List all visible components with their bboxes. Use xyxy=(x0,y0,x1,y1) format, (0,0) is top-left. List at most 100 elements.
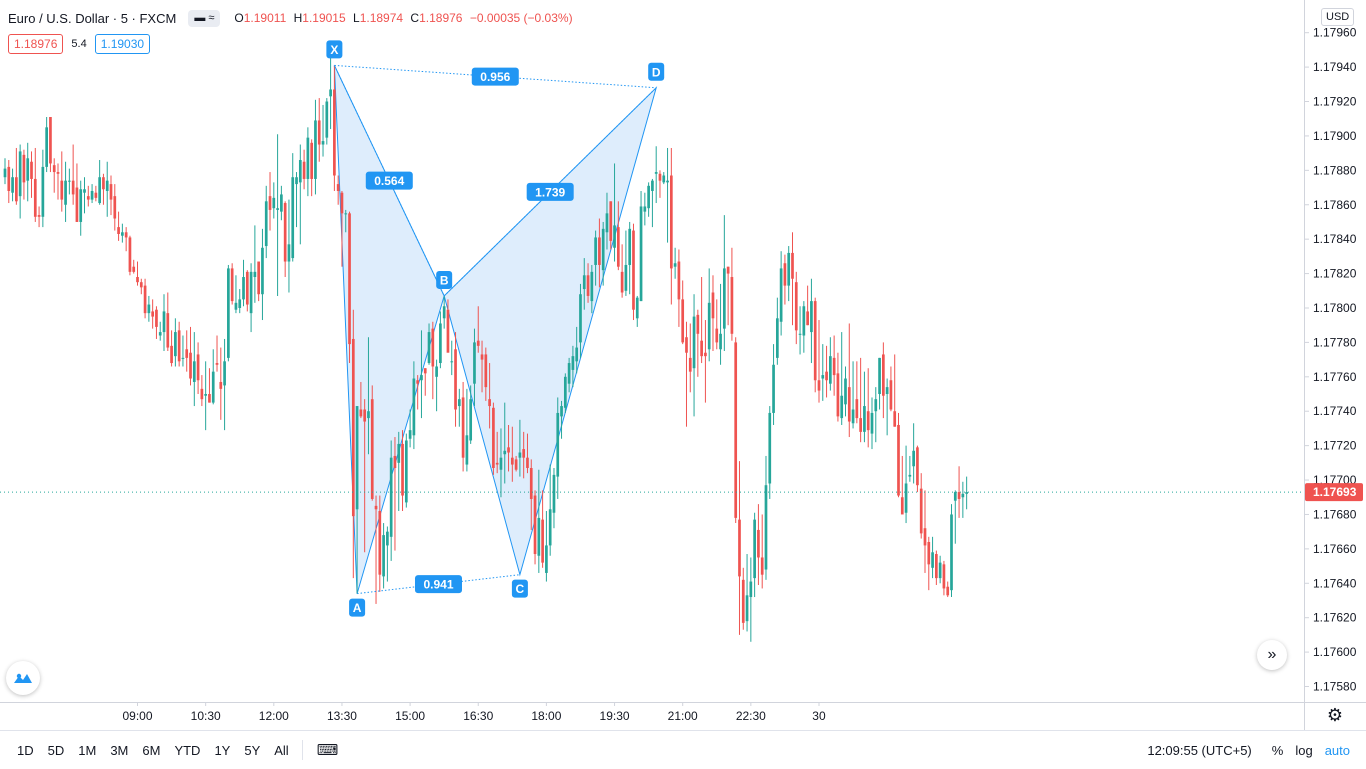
candle-body xyxy=(423,368,427,374)
candle-body xyxy=(575,347,579,362)
buy-price-button[interactable]: 1.19030 xyxy=(94,34,151,54)
candle-body xyxy=(102,177,105,190)
candle-body xyxy=(522,449,526,458)
price-chart[interactable]: 1.17960 1.17940 1.17920 1.17900 1.17880 1.178… xyxy=(0,0,1366,730)
go-to-date-icon[interactable]: ⌨ xyxy=(316,742,339,759)
candle-body xyxy=(571,356,575,370)
candle-body xyxy=(772,364,775,413)
price-tick-label: 1.17580 xyxy=(1313,680,1357,694)
pattern-point-b[interactable] xyxy=(436,270,453,289)
pattern-point-a[interactable] xyxy=(349,598,366,617)
pattern-point-c[interactable] xyxy=(511,579,528,598)
candle-body xyxy=(692,316,696,369)
ratio-label-box[interactable] xyxy=(526,182,574,201)
candle-body xyxy=(794,282,798,331)
legend-toggle-buttons[interactable]: ▬ ≈ xyxy=(188,9,221,27)
candle-body xyxy=(272,197,276,209)
candle-body xyxy=(647,185,650,209)
candle-body xyxy=(560,406,563,417)
pattern-point-d[interactable] xyxy=(648,62,665,81)
range-button-1d[interactable]: 1D xyxy=(17,742,34,758)
candle-body xyxy=(851,409,855,424)
candle-body xyxy=(632,230,635,310)
range-button-6m[interactable]: 6M xyxy=(142,742,161,758)
candle-body xyxy=(105,180,109,191)
candle-body xyxy=(666,180,669,183)
candle-body xyxy=(227,268,230,358)
range-button-5y[interactable]: 5Y xyxy=(244,742,261,758)
tradingview-logo-icon[interactable] xyxy=(6,661,40,695)
toolbar-divider xyxy=(301,740,303,760)
time-tick-label: 12:00 xyxy=(259,709,289,723)
candle-body xyxy=(616,227,620,267)
candle-body xyxy=(223,361,226,386)
candle-body xyxy=(874,399,878,412)
candle-body xyxy=(579,294,582,343)
candle-body xyxy=(192,361,196,382)
candle-body xyxy=(726,266,730,274)
candle-body xyxy=(957,492,961,499)
candle-body xyxy=(234,302,238,310)
high-value: 1.19015 xyxy=(302,11,346,25)
candle-body xyxy=(117,227,120,234)
candle-body xyxy=(295,177,298,185)
scroll-to-latest-icon[interactable]: » xyxy=(1257,640,1287,670)
candle-body xyxy=(310,142,314,179)
range-button-1m[interactable]: 1M xyxy=(78,742,97,758)
ratio-line-xb[interactable] xyxy=(333,65,445,297)
range-button-ytd[interactable]: YTD xyxy=(174,742,201,758)
log-toggle[interactable]: log xyxy=(1295,742,1313,758)
symbol-title[interactable]: Euro / U.S. Dollar · 5 · FXCM xyxy=(8,10,177,26)
candle-body xyxy=(844,378,847,405)
candle-body xyxy=(533,495,537,555)
candle-body xyxy=(245,271,249,305)
candle-body xyxy=(98,177,101,204)
range-button-5d[interactable]: 5D xyxy=(47,742,65,758)
percent-toggle[interactable]: % xyxy=(1271,742,1284,758)
candle-body xyxy=(351,338,355,517)
candle-body xyxy=(817,380,821,391)
candle-body xyxy=(643,206,647,212)
ratio-label-box[interactable] xyxy=(414,575,462,594)
candle-body xyxy=(651,180,654,191)
range-button-3m[interactable]: 3M xyxy=(110,742,129,758)
candle-body xyxy=(775,318,779,358)
candle-body xyxy=(454,349,457,410)
time-tick-label: 15:00 xyxy=(395,709,425,723)
ratio-label-box[interactable] xyxy=(471,67,519,86)
candle-body xyxy=(461,397,465,458)
ratio-label: 0.564 xyxy=(374,174,404,188)
price-tick-label: 1.17960 xyxy=(1313,26,1357,40)
auto-scale-toggle[interactable]: auto xyxy=(1324,742,1350,758)
currency-button[interactable]: USD xyxy=(1321,8,1355,26)
candle-body xyxy=(465,435,469,465)
candle-body xyxy=(378,511,382,575)
candle-body xyxy=(722,268,726,329)
candle-body xyxy=(935,554,938,579)
bid-ask-widget: 1.18976 5.4 1.19030 xyxy=(8,34,151,54)
candle-body xyxy=(749,581,753,598)
candle-body xyxy=(548,509,552,546)
candle-body xyxy=(469,399,473,441)
candle-body xyxy=(677,261,681,300)
range-button-all[interactable]: All xyxy=(274,742,289,758)
ohlc-values: O1.19011 H1.19015 L1.18974 C1.18976 −0.0… xyxy=(234,11,576,25)
ratio-line-bd[interactable] xyxy=(443,87,657,297)
candle-body xyxy=(783,263,787,286)
gear-icon[interactable]: ⚙ xyxy=(1326,705,1344,725)
candle-body xyxy=(321,141,325,145)
last-price-badge xyxy=(1305,483,1363,502)
clock-display[interactable]: 12:09:55 (UTC+5) xyxy=(1147,742,1252,758)
candle-body xyxy=(518,452,522,458)
sell-price-button[interactable]: 1.18976 xyxy=(8,34,64,54)
range-button-1y[interactable]: 1Y xyxy=(214,742,231,758)
candle-body xyxy=(779,268,783,322)
pattern-point-x[interactable] xyxy=(326,40,343,59)
candle-body xyxy=(317,120,321,145)
candle-body xyxy=(870,412,874,434)
ratio-label-box[interactable] xyxy=(365,171,413,190)
candle-body xyxy=(904,483,908,513)
candle-body xyxy=(556,412,560,477)
candle-body xyxy=(386,531,389,546)
candle-body xyxy=(3,168,7,178)
